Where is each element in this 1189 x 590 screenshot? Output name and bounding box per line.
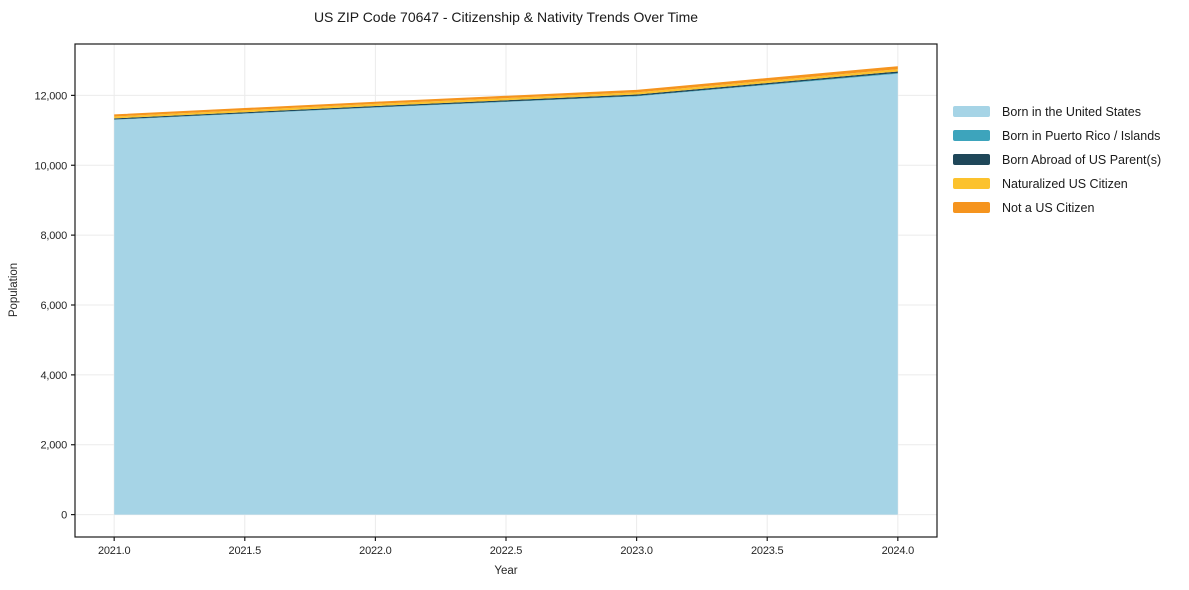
legend-label: Naturalized US Citizen — [1002, 176, 1128, 191]
area-series-4 — [114, 66, 898, 117]
legend-item-4: Not a US Citizen — [953, 198, 1161, 217]
y-axis-label: Population — [8, 262, 20, 318]
y-tick-label: 8,000 — [40, 230, 67, 242]
legend-label: Born in the United States — [1002, 104, 1141, 119]
legend-swatch — [953, 202, 990, 213]
x-tick-label: 2023.0 — [620, 545, 653, 557]
y-tick-label: 6,000 — [40, 300, 67, 312]
legend-label: Born in Puerto Rico / Islands — [1002, 128, 1161, 143]
x-tick-label: 2022.5 — [490, 545, 523, 557]
y-tick-label: 0 — [61, 510, 67, 522]
area-series-2 — [114, 71, 898, 120]
x-tick-label: 2023.5 — [751, 545, 784, 557]
y-tick-label: 10,000 — [35, 160, 68, 172]
legend-item-2: Born Abroad of US Parent(s) — [953, 150, 1161, 169]
legend-swatch — [953, 178, 990, 189]
chart-title: US ZIP Code 70647 - Citizenship & Nativi… — [313, 9, 699, 25]
legend-item-0: Born in the United States — [953, 102, 1161, 121]
y-tick-label: 12,000 — [35, 90, 68, 102]
legend-label: Not a US Citizen — [1002, 200, 1095, 215]
x-tick-label: 2022.0 — [359, 545, 392, 557]
y-tick-label: 4,000 — [40, 370, 67, 382]
area-series-3 — [114, 69, 898, 119]
x-tick-label: 2024.0 — [882, 545, 915, 557]
x-axis-label: Year — [494, 565, 518, 577]
legend-swatch — [953, 106, 990, 117]
area-series-0 — [114, 73, 898, 515]
x-tick-label: 2021.5 — [229, 545, 262, 557]
legend: Born in the United States Born in Puerto … — [953, 102, 1161, 217]
legend-label: Born Abroad of US Parent(s) — [1002, 152, 1162, 167]
legend-swatch — [953, 154, 990, 165]
legend-item-1: Born in Puerto Rico / Islands — [953, 126, 1161, 145]
legend-item-3: Naturalized US Citizen — [953, 174, 1161, 193]
y-tick-label: 2,000 — [40, 440, 67, 452]
x-tick-label: 2021.0 — [98, 545, 131, 557]
legend-swatch — [953, 130, 990, 141]
